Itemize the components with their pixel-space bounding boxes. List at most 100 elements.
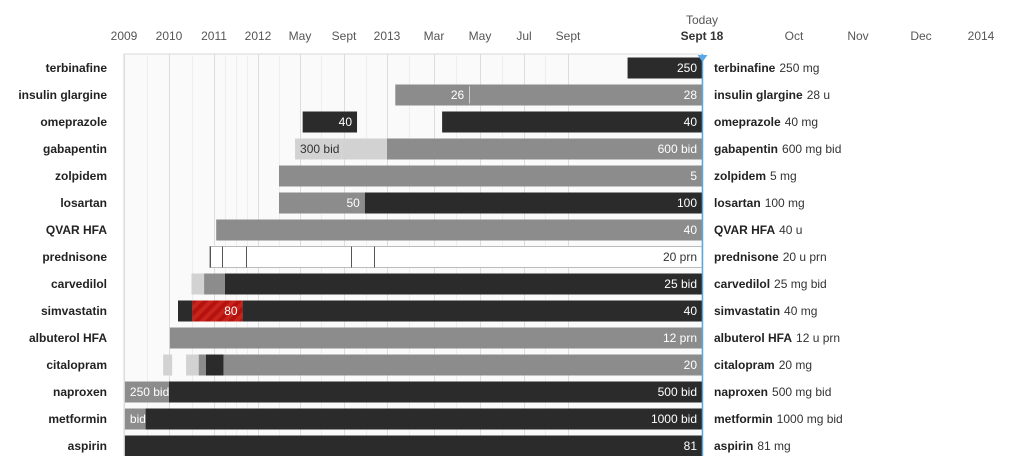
dose-bar-label: 250 <box>677 61 697 75</box>
current-dose: 12 u prn <box>796 331 840 345</box>
current-med-name: aspirin <box>714 439 753 453</box>
dose-bar[interactable] <box>279 192 365 214</box>
today-date-label: Sept 18 <box>681 29 724 43</box>
dose-bar-label: 300 bid <box>300 142 339 156</box>
medication-row[interactable]: terbinafine 250 terbinafine 250 mg <box>46 57 820 79</box>
dose-bar-label: 12 prn <box>663 331 697 345</box>
x-tick-label: May <box>289 29 312 43</box>
medication-row[interactable]: insulin glargine 26 28 insulin glargine 28 u <box>18 84 830 106</box>
dose-bar-label: 26 <box>451 88 465 102</box>
dose-bar[interactable] <box>163 354 173 376</box>
current-med-name: prednisone <box>714 250 779 264</box>
dose-bar[interactable] <box>186 354 199 376</box>
current-dose: 25 mg bid <box>774 277 827 291</box>
dose-bar-label: 81 <box>684 439 698 453</box>
dose-bar[interactable] <box>302 111 358 133</box>
current-med-name: citalopram <box>714 358 775 372</box>
medication-name: albuterol HFA <box>29 331 107 345</box>
current-med-name: losartan <box>714 196 761 210</box>
today-marker-icon <box>697 55 708 62</box>
dose-bar[interactable] <box>627 57 702 79</box>
dose-bar[interactable] <box>387 138 702 160</box>
dose-bar[interactable] <box>124 381 169 403</box>
medication-name: zolpidem <box>55 169 107 183</box>
dose-bar-label: 5 <box>690 169 697 183</box>
dose-bar[interactable] <box>178 300 193 322</box>
medication-name: aspirin <box>68 439 107 453</box>
medication-row[interactable]: QVAR HFA 40 QVAR HFA 40 u <box>46 219 803 241</box>
current-dose: 500 mg bid <box>772 385 831 399</box>
x-tick-label: 2011 <box>201 29 227 43</box>
dose-bar-label: 600 bid <box>658 142 697 156</box>
dose-bar[interactable] <box>295 138 342 160</box>
medication-row[interactable]: aspirin 81 aspirin 81 mg <box>68 435 791 456</box>
current-med-name: naproxen <box>714 385 768 399</box>
current-dose: 28 u <box>807 88 830 102</box>
x-tick-label: 2009 <box>111 29 138 43</box>
current-med-name: gabapentin <box>714 142 778 156</box>
dose-bar[interactable] <box>469 84 702 106</box>
medication-row[interactable]: prednisone 20 prn prednisone 20 u prn <box>42 246 827 268</box>
current-med-name: metformin <box>714 412 773 426</box>
x-tick-label: Sept <box>332 29 357 43</box>
medication-row[interactable]: gabapentin 300 bid 600 bid gabapentin 600 mg… <box>43 138 841 160</box>
dose-bar[interactable] <box>442 111 702 133</box>
dose-bar[interactable] <box>145 408 703 430</box>
medication-name: prednisone <box>42 250 107 264</box>
dose-bar[interactable] <box>395 84 470 106</box>
dose-bar[interactable] <box>279 165 702 187</box>
dose-bar[interactable] <box>216 219 702 241</box>
medication-row[interactable]: zolpidem 5 zolpidem 5 mg <box>55 165 797 187</box>
medication-row[interactable]: carvedilol 25 bid carvedilol 25 mg bid <box>51 273 827 295</box>
current-med-name: QVAR HFA <box>714 223 775 237</box>
current-med-name: insulin glargine <box>714 88 803 102</box>
medication-row[interactable]: losartan 50 100 losartan 100 mg <box>60 192 805 214</box>
dose-bar[interactable] <box>192 300 243 322</box>
dose-bar-label: 1000 bid <box>651 412 697 426</box>
current-med-name: omeprazole <box>714 115 781 129</box>
current-med-name: simvastatin <box>714 304 780 318</box>
dose-bar-label: 40 <box>684 115 698 129</box>
medication-name: terbinafine <box>46 61 108 75</box>
x-tick-label: 2012 <box>245 29 272 43</box>
medication-row[interactable]: citalopram 20 citalopram 20 mg <box>46 354 812 376</box>
dose-bar[interactable] <box>364 192 702 214</box>
medication-name: metformin <box>48 412 107 426</box>
current-med-name: terbinafine <box>714 61 776 75</box>
current-dose: 20 u prn <box>783 250 827 264</box>
current-dose: 5 mg <box>770 169 797 183</box>
current-med-name: carvedilol <box>714 277 770 291</box>
medication-row[interactable]: omeprazole 40 40 omeprazole 40 mg <box>40 111 818 133</box>
dose-bar[interactable] <box>225 273 702 295</box>
medication-row[interactable]: albuterol HFA 12 prn albuterol HFA 12 u prn <box>29 327 840 349</box>
current-dose: 40 mg <box>785 115 818 129</box>
medication-row[interactable]: metformin bid 1000 bid metformin 1000 mg bid <box>48 408 843 430</box>
dose-bar[interactable] <box>124 408 146 430</box>
medication-name: gabapentin <box>43 142 107 156</box>
medication-name: citalopram <box>46 358 107 372</box>
current-dose: 40 u <box>779 223 802 237</box>
dose-bar[interactable] <box>198 354 206 376</box>
dose-bar[interactable] <box>209 246 703 268</box>
x-tick-label: Jul <box>516 29 531 43</box>
dose-bar[interactable] <box>223 354 702 376</box>
current-med-name: zolpidem <box>714 169 766 183</box>
current-dose: 250 mg <box>779 61 819 75</box>
dose-bar[interactable] <box>242 300 702 322</box>
current-dose: 600 mg bid <box>782 142 841 156</box>
current-dose: 1000 mg bid <box>777 412 843 426</box>
dose-bar[interactable] <box>205 354 224 376</box>
medication-row[interactable]: simvastatin 80 40 simvastatin 40 mg <box>41 300 817 322</box>
dose-bar-label: 28 <box>684 88 698 102</box>
x-tick-label: Dec <box>910 29 931 43</box>
dose-bar[interactable] <box>124 435 702 456</box>
dose-bar[interactable] <box>169 381 702 403</box>
dose-bar[interactable] <box>191 273 205 295</box>
dose-bar[interactable] <box>341 138 387 160</box>
dose-bar[interactable] <box>169 327 702 349</box>
dose-bar-label: 25 bid <box>664 277 697 291</box>
x-tick-label: May <box>469 29 492 43</box>
dose-bar[interactable] <box>204 273 225 295</box>
medication-row[interactable]: naproxen 250 bid 500 bid naproxen 500 mg bid <box>53 381 831 403</box>
